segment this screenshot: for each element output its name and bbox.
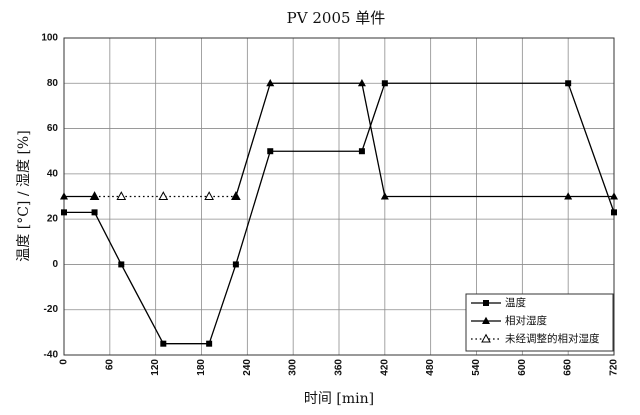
series-2-point [116,191,127,200]
series-0-point [358,148,365,155]
series-layer [60,78,618,347]
series-1-point [380,192,389,200]
x-tick-label: 60 [104,359,115,371]
chart-title: PV 2005 单件 [287,9,386,27]
legend-marker-0 [483,300,489,306]
series-0-point [267,148,274,155]
x-tick-label: 0 [59,359,70,365]
series-0-point [611,209,617,216]
y-tick-label: 80 [47,78,59,89]
y-tick-label: 60 [47,123,59,134]
series-1-point [231,192,240,200]
series-1-line [64,82,614,198]
x-tick-label: 600 [517,359,528,376]
x-tick-label: 360 [334,359,345,376]
series-1-point [564,192,573,200]
series-1-point [90,192,99,200]
x-tick-label: 300 [288,359,299,376]
y-tick-label: -20 [44,304,59,315]
x-tick-label: 240 [242,359,253,376]
legend-label-1: 相对湿度 [505,314,547,327]
y-axis-label: 温度 [°C] / 湿度 [%] [16,130,32,261]
x-axis-label: 时间 [min] [304,391,374,407]
series-2-point [158,191,169,200]
series-0-point [232,261,239,268]
series-0-point [61,209,67,216]
x-tick-label: 540 [471,359,482,376]
series-2-point [204,191,214,200]
series-0-point [206,340,213,347]
legend-marker-1 [482,316,490,324]
y-tick-label: 20 [47,214,59,225]
series-0-point [381,80,388,87]
legend-label-0: 温度 [505,296,526,309]
x-axis-ticks: 0 60 120 180 240 300 360 420 480 540 600 660 720 [59,359,620,376]
series-0-point [91,209,98,216]
series-1-point [357,78,366,87]
legend-marker-2 [481,333,491,343]
series-1-point [266,78,275,87]
x-tick-label: 120 [150,359,161,376]
x-tick-label: 720 [609,359,620,376]
series-0-point [160,340,167,347]
y-axis-ticks: -40 -20 0 20 40 60 80 100 [41,33,58,361]
x-tick-label: 660 [563,359,574,376]
y-tick-label: 100 [41,33,58,44]
legend-label-2: 未经调整的相对湿度 [505,332,600,345]
y-tick-label: 40 [47,168,59,179]
x-tick-label: 180 [196,359,207,376]
x-tick-label: 420 [379,359,390,376]
series-0-point [565,80,572,87]
y-tick-label: -40 [44,350,59,361]
series-0-point [118,261,125,268]
y-tick-label: 0 [52,259,58,270]
x-tick-label: 480 [425,359,436,376]
series-1-point [610,192,618,200]
series-1-point [60,192,68,200]
